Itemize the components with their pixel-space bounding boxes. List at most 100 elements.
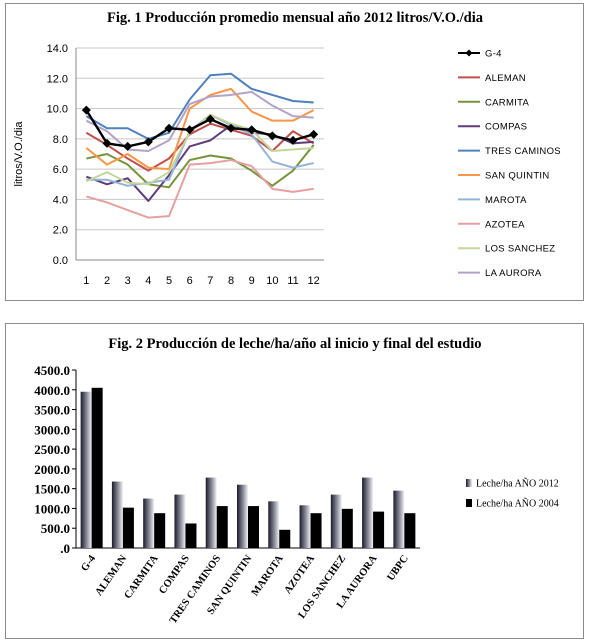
bar — [237, 484, 248, 548]
data-point — [288, 135, 298, 145]
bar — [279, 529, 291, 548]
bar — [330, 494, 342, 548]
series-line — [85, 87, 315, 171]
data-point — [226, 123, 236, 133]
legend-label: COMPAS — [485, 122, 527, 133]
y-tick-label: 0.0 — [53, 255, 68, 267]
x-tick-label: 8 — [228, 275, 234, 287]
chart-panel-fig1: Fig. 1 Producción promedio mensual año 2… — [5, 3, 584, 301]
legend-label: MAROTA — [485, 195, 527, 206]
x-tick-label: COMPAS — [157, 553, 192, 596]
legend: Leche/ha AÑO 2012 Leche/ha AÑO 2004 — [466, 478, 559, 510]
data-point — [123, 141, 133, 151]
bar — [404, 513, 416, 548]
data-point — [267, 131, 277, 141]
legend-marker — [465, 49, 473, 57]
legend-label: TRES CAMINOS — [485, 146, 561, 157]
x-tick-label: 1 — [83, 275, 89, 287]
y-tick-labels: .0 500.0 1000.0 1500.0 2000.0 2500.0 3000.0 350… — [34, 363, 70, 556]
x-tick-labels: 1 2 3 4 5 6 7 8 9 10 11 12 — [83, 275, 320, 287]
bar — [143, 498, 155, 548]
y-tick-label: 4000.0 — [34, 383, 70, 398]
y-tick-label: 3000.0 — [34, 422, 70, 437]
chart-panel-fig2: Fig. 2 Producción de leche/ha/año al ini… — [5, 323, 584, 639]
series-lines — [81, 72, 319, 219]
bars — [80, 387, 416, 548]
legend-swatch — [466, 499, 472, 507]
y-tick-label: 12.0 — [47, 73, 68, 85]
line-chart-fig1: Fig. 1 Producción promedio mensual año 2… — [13, 10, 561, 287]
x-tick-label: AZOTEA — [283, 553, 318, 596]
bar — [248, 506, 259, 548]
y-tick-label: 3500.0 — [34, 403, 70, 418]
y-axis-label: litros/V.O./dia — [13, 121, 25, 187]
bar — [362, 477, 374, 548]
bar — [393, 490, 405, 548]
legend-label: CARMITA — [485, 97, 530, 108]
chart-title: Fig. 1 Producción promedio mensual año 2… — [107, 10, 484, 26]
bar — [268, 501, 280, 548]
x-tick-label: 4 — [145, 275, 151, 287]
x-tick-label: 2 — [104, 275, 110, 287]
series-line — [86, 144, 315, 189]
y-tick-label: 2000.0 — [34, 462, 70, 477]
bar — [299, 505, 311, 548]
x-tick-label: 5 — [166, 275, 172, 287]
bar — [154, 513, 166, 548]
y-tick-labels: 0.0 2.0 4.0 6.0 8.0 10.0 12.0 14.0 — [47, 43, 68, 267]
y-tick-label: .0 — [60, 541, 70, 556]
x-tick-label: 3 — [125, 275, 131, 287]
bar — [185, 523, 197, 548]
grid — [75, 47, 324, 261]
legend-label: ALEMAN — [485, 73, 526, 84]
x-tick-label: 10 — [266, 275, 278, 287]
x-tick-label: UBPC — [385, 553, 410, 583]
data-point — [81, 105, 91, 115]
y-tick-label: 1000.0 — [34, 501, 70, 516]
x-tick-label: 9 — [249, 275, 255, 287]
bar — [373, 511, 385, 548]
bar — [91, 387, 103, 548]
legend: G-4 ALEMAN CARMITA COMPAS TRES CAMINOS SAN QU… — [458, 49, 561, 279]
legend-label: AZOTEA — [485, 219, 525, 230]
legend-label: LOS SANCHEZ — [485, 244, 555, 255]
x-tick-label: 12 — [308, 275, 320, 287]
legend-label: G-4 — [485, 49, 502, 60]
series-line — [85, 72, 314, 140]
bar — [216, 506, 228, 548]
bar-chart-fig2: Fig. 2 Producción de leche/ha/año al ini… — [34, 336, 559, 626]
legend-label: Leche/ha AÑO 2012 — [476, 478, 559, 490]
bar — [111, 481, 123, 548]
legend-label: LA AURORA — [485, 268, 542, 279]
data-point — [185, 125, 195, 135]
data-point — [143, 137, 153, 147]
legend-label: SAN QUINTIN — [485, 171, 550, 182]
data-point — [247, 125, 257, 135]
y-tick-label: 4500.0 — [34, 363, 70, 378]
legend-swatch — [466, 479, 472, 487]
x-tick-label: 7 — [207, 275, 213, 287]
data-point — [309, 129, 319, 139]
y-tick-label: 4.0 — [53, 194, 68, 206]
y-tick-label: 8.0 — [53, 134, 68, 146]
y-tick-label: 6.0 — [53, 164, 68, 176]
data-point — [102, 138, 112, 148]
x-tick-label: 6 — [187, 275, 193, 287]
chart-title: Fig. 2 Producción de leche/ha/año al ini… — [108, 336, 481, 352]
bar — [80, 391, 92, 548]
x-tick-label: 11 — [287, 275, 298, 287]
x-tick-label: G-4 — [79, 553, 98, 574]
data-point — [164, 123, 174, 133]
bar — [174, 494, 186, 548]
y-tick-label: 14.0 — [47, 43, 68, 55]
y-tick-label: 10.0 — [47, 104, 68, 116]
bar — [310, 513, 322, 548]
bar — [341, 508, 353, 548]
y-tick-label: 500.0 — [41, 521, 70, 536]
y-tick-label: 1500.0 — [34, 482, 70, 497]
bar — [205, 477, 217, 548]
series-line — [86, 159, 314, 219]
data-point — [205, 114, 215, 124]
y-tick-label: 2500.0 — [34, 442, 70, 457]
